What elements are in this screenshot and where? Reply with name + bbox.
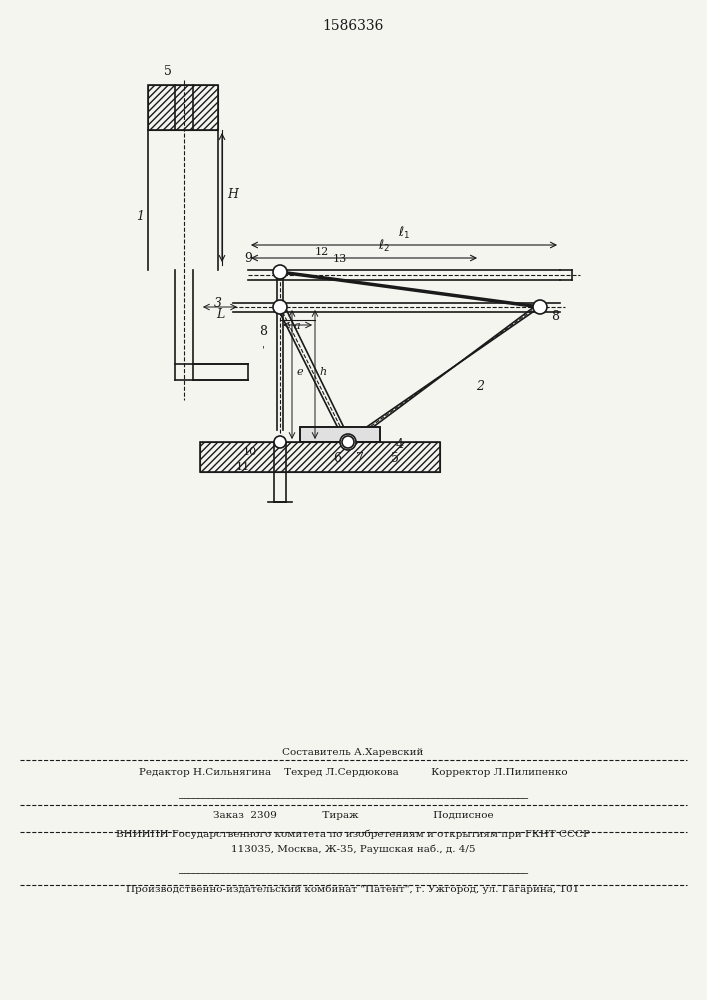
Bar: [200, 442, 440, 472]
Text: H: H: [228, 188, 238, 201]
Text: 6: 6: [333, 452, 341, 465]
Text: 5: 5: [164, 65, 172, 78]
Text: L: L: [216, 308, 224, 321]
Circle shape: [340, 434, 356, 450]
Bar: [300, 427, 380, 442]
Bar: [300, 427, 380, 442]
Bar: [148, 85, 218, 130]
Text: 1: 1: [136, 210, 144, 223]
Text: 11: 11: [236, 462, 250, 472]
Text: ──────────────────────────────────────────────────────────────────────: ────────────────────────────────────────…: [178, 868, 528, 877]
Text: 9: 9: [244, 252, 252, 265]
Text: Производственно-издательский комбинат "Патент", г. Ужгород, ул. Гагарина, 101: Производственно-издательский комбинат "П…: [127, 884, 580, 894]
Text: 3: 3: [214, 297, 222, 310]
Circle shape: [533, 300, 547, 314]
Text: 12: 12: [315, 247, 329, 257]
Text: 10: 10: [243, 447, 257, 457]
Bar: [274, 442, 286, 502]
Text: 7: 7: [356, 452, 364, 465]
Text: 2: 2: [476, 380, 484, 393]
Text: 5: 5: [391, 452, 399, 465]
Text: 4: 4: [396, 438, 404, 451]
Circle shape: [273, 300, 287, 314]
Text: h: h: [320, 367, 327, 377]
Text: 13: 13: [333, 254, 347, 264]
Text: Составитель А.Харевский: Составитель А.Харевский: [282, 748, 423, 757]
Text: Заказ  2309              Тираж                       Подписное: Заказ 2309 Тираж Подписное: [213, 811, 493, 820]
Text: e: e: [297, 367, 303, 377]
Bar: [200, 442, 440, 472]
Text: 8: 8: [551, 310, 559, 323]
Circle shape: [342, 436, 354, 448]
Text: ВНИИПИ Государственного комитета по изобретениям и открытиям при ГКНТ СССР: ВНИИПИ Государственного комитета по изоб…: [116, 830, 590, 839]
Text: ': ': [262, 345, 264, 354]
Text: 1586336: 1586336: [322, 19, 384, 33]
Text: 8: 8: [259, 325, 267, 338]
Text: a: a: [293, 321, 300, 331]
Text: 113035, Москва, Ж-35, Раушская наб., д. 4/5: 113035, Москва, Ж-35, Раушская наб., д. …: [230, 844, 475, 854]
Text: Редактор Н.Сильнягина    Техред Л.Сердюкова          Корректор Л.Пилипенко: Редактор Н.Сильнягина Техред Л.Сердюкова…: [139, 768, 567, 777]
Text: $\ell_2$: $\ell_2$: [378, 238, 390, 254]
Bar: [148, 85, 218, 130]
Text: ──────────────────────────────────────────────────────────────────────: ────────────────────────────────────────…: [178, 793, 528, 802]
Circle shape: [274, 436, 286, 448]
Text: $\ell_1$: $\ell_1$: [398, 225, 410, 241]
Circle shape: [273, 265, 287, 279]
